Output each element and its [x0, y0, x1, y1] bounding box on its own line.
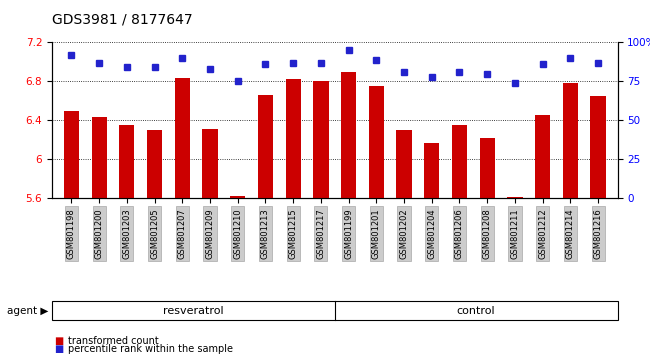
Text: resveratrol: resveratrol: [163, 306, 224, 316]
Text: ■: ■: [54, 336, 63, 346]
Bar: [535, 115, 551, 198]
Bar: [452, 125, 467, 198]
Text: control: control: [457, 306, 495, 316]
Bar: [175, 78, 190, 198]
Text: agent ▶: agent ▶: [7, 306, 49, 316]
Bar: [424, 143, 439, 198]
Bar: [258, 95, 273, 198]
Bar: [92, 118, 107, 198]
Bar: [590, 96, 606, 198]
Bar: [64, 110, 79, 198]
Bar: [313, 81, 328, 198]
Text: percentile rank within the sample: percentile rank within the sample: [68, 344, 233, 354]
Bar: [369, 86, 384, 198]
Text: transformed count: transformed count: [68, 336, 159, 346]
Bar: [341, 72, 356, 198]
Bar: [230, 196, 245, 198]
Bar: [119, 125, 135, 198]
Bar: [396, 130, 411, 198]
Bar: [507, 197, 523, 198]
Bar: [480, 138, 495, 198]
Bar: [147, 130, 162, 198]
Bar: [202, 129, 218, 198]
Bar: [563, 83, 578, 198]
Text: ■: ■: [54, 344, 63, 354]
Text: GDS3981 / 8177647: GDS3981 / 8177647: [52, 12, 192, 27]
Bar: [285, 79, 301, 198]
